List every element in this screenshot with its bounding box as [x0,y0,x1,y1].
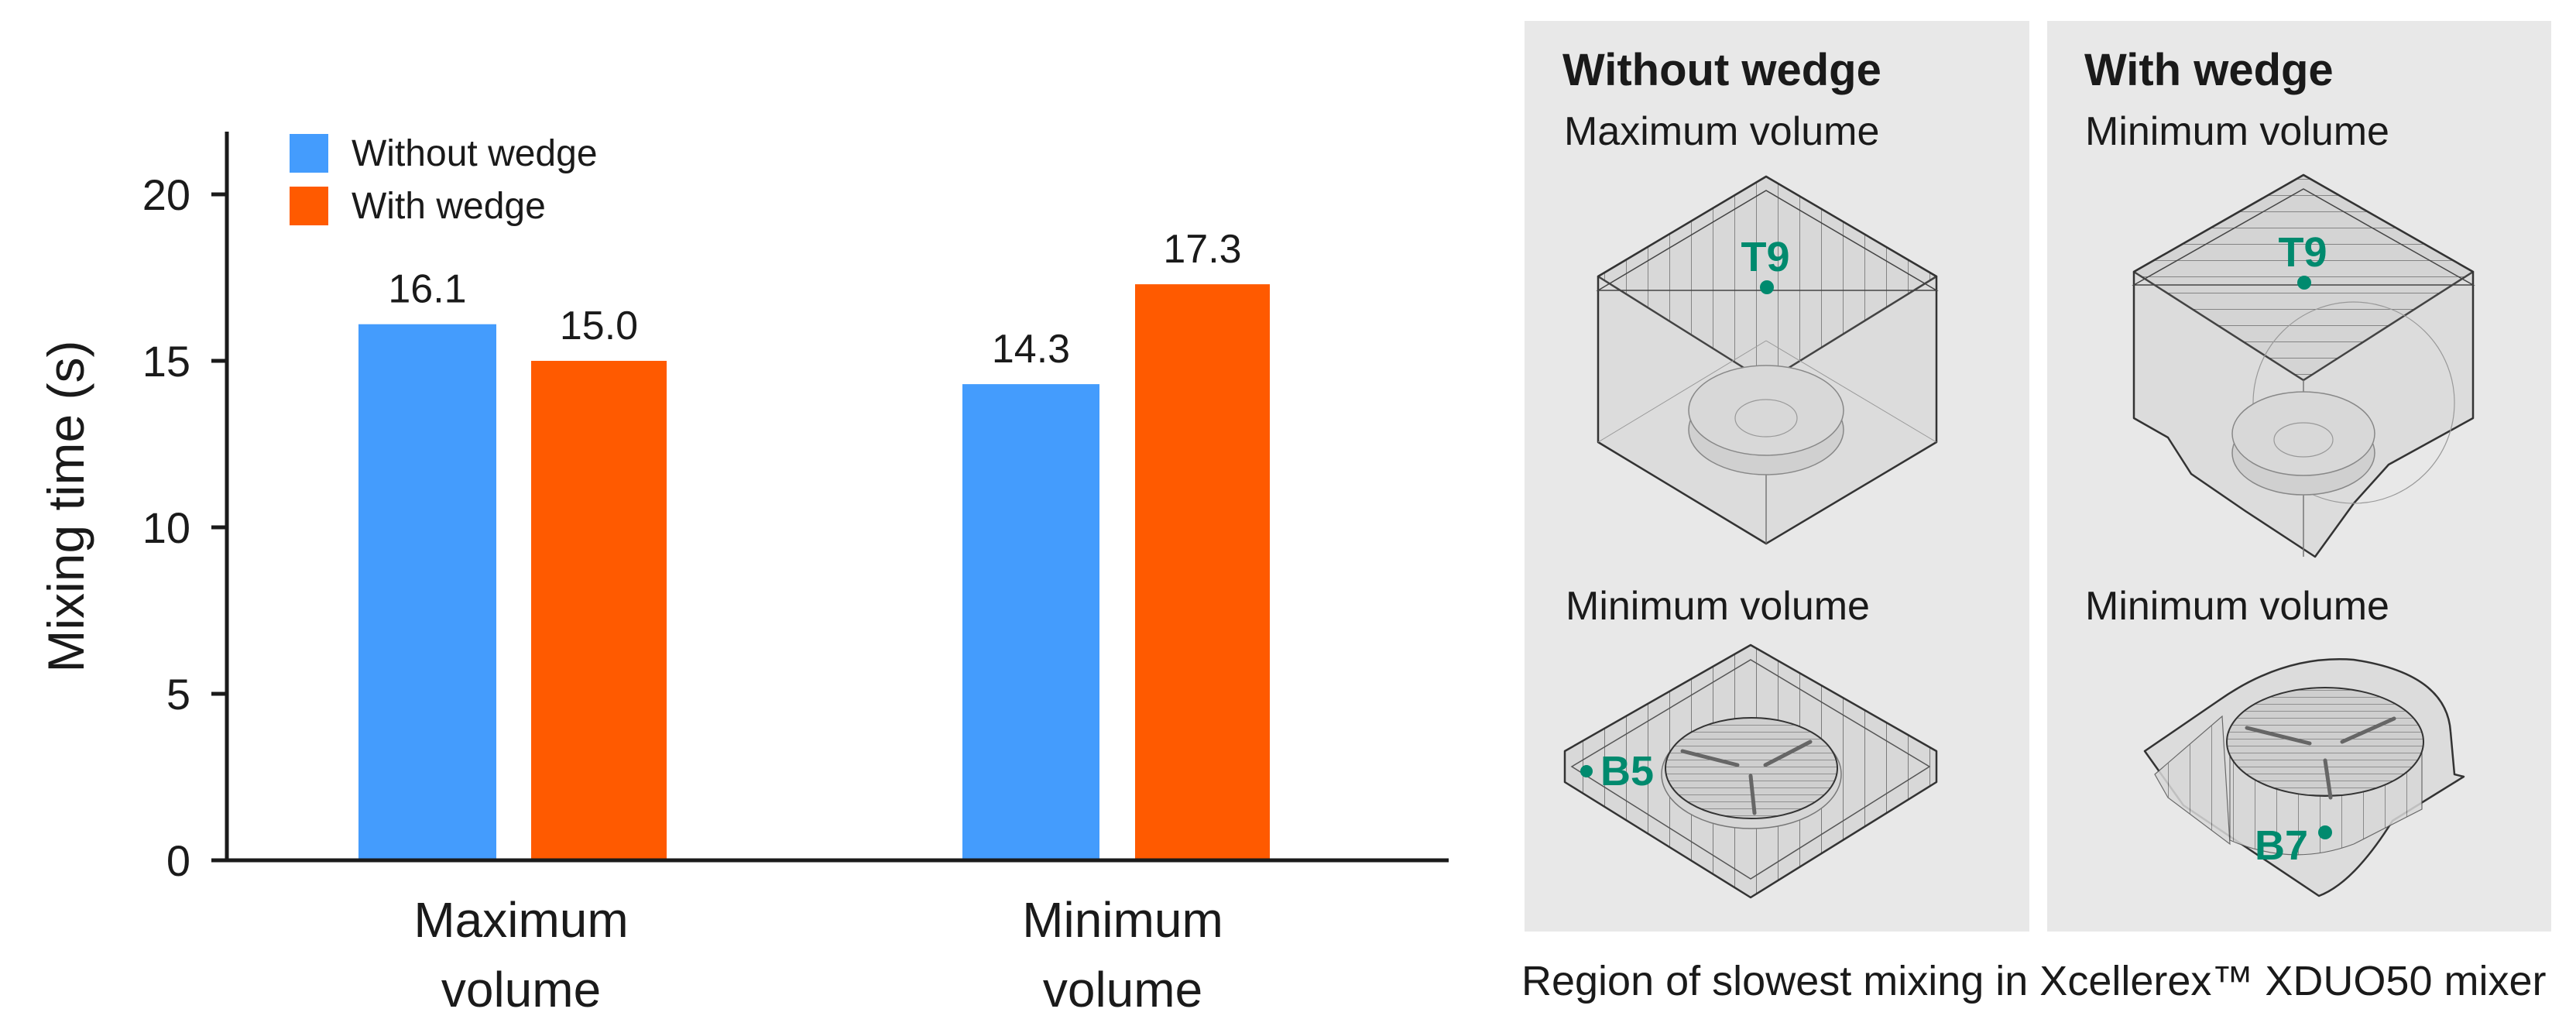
bar-group: 16.1 15.0 14.3 17.3 [358,227,1270,861]
bar-chart: Mixing time (s) 0 5 10 15 20 16.1 15.0 14.… [37,132,1449,1017]
bar-without-wedge [358,324,496,860]
category-label-line1: Maximum [413,892,628,948]
panel-subtitle-bottom: Minimum volume [1566,584,1870,629]
bar-value-label: 16.1 [388,267,466,312]
y-tick-label: 0 [166,836,190,885]
category-label-line2: volume [1043,962,1202,1017]
bar-with-wedge [531,361,667,860]
legend-label: Without wedge [352,132,598,174]
y-axis-label: Mixing time (s) [37,340,94,672]
bar-value-label: 14.3 [992,327,1070,372]
panel-title: Without wedge [1562,45,1881,95]
legend-swatch-orange [290,187,328,225]
figure-caption: Region of slowest mixing in Xcellerex™ X… [1521,958,2547,1004]
legend-swatch-blue [290,134,328,173]
bar-value-label: 15.0 [560,304,638,348]
y-tick-label: 15 [142,337,190,386]
x-category-labels: Maximum volume Minimum volume [413,892,1223,1017]
y-tick-label: 10 [142,503,190,552]
panel-without-wedge [1525,21,2029,932]
panel-subtitle-bottom: Minimum volume [2085,584,2389,629]
bar-with-wedge [1135,284,1270,861]
category-label-line2: volume [441,962,601,1017]
legend-label: With wedge [352,185,546,227]
category-label-line1: Minimum [1022,892,1223,948]
y-ticks: 0 5 10 15 20 [142,170,227,885]
bar-without-wedge [962,384,1099,861]
panel-subtitle-top: Minimum volume [2085,109,2389,154]
y-tick-label: 5 [166,670,190,719]
legend-item-without-wedge: Without wedge [290,132,598,174]
bar-value-label: 17.3 [1163,227,1241,272]
panel-title: With wedge [2084,45,2334,95]
legend-item-with-wedge: With wedge [290,185,546,227]
y-tick-label: 20 [142,170,190,219]
panel-subtitle-top: Maximum volume [1564,109,1880,154]
panel-with-wedge [2047,21,2551,932]
